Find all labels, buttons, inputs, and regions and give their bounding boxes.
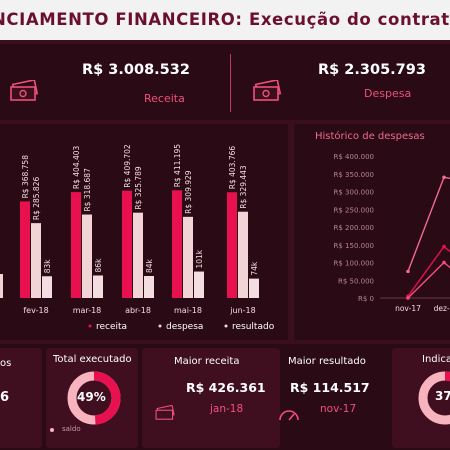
line-ytick-label: R$ 300.000 (334, 189, 375, 197)
line-ytick-label: R$ 150.000 (334, 242, 375, 250)
bar-category-label: abr-18 (125, 306, 151, 315)
line-point-0-1 (442, 175, 446, 180)
legend-marker-resultado (224, 324, 228, 328)
bar-category-label: mai-18 (174, 306, 202, 315)
indicador-donut (418, 371, 450, 425)
maior-receita-value: R$ 426.361 (186, 380, 266, 395)
kpi-despesa-value: R$ 2.305.793 (318, 62, 426, 78)
card-total-executado: Total executado 49% saldo (46, 348, 138, 448)
total-executado-donut (67, 371, 121, 425)
bar-receita-5 (227, 192, 237, 298)
card-maior-resultado: Maior resultado R$ 114.517 nov-17 (274, 348, 384, 448)
page-title: NCIAMENTO FINANCEIRO: Execução do contra… (0, 10, 450, 29)
legend-label-receita: receita (96, 322, 127, 332)
kpi-despesa-label: Despesa (364, 87, 412, 100)
money-icon (155, 405, 175, 420)
bar-label-despesa-3: R$ 325.789 (134, 166, 143, 210)
bar-label-resultado-1: 83k (43, 259, 52, 274)
indicador-title: Indica (422, 354, 450, 365)
line-ytick-label: R$ 250.000 (334, 206, 375, 214)
bar-label-despesa-4: R$ 309.929 (184, 170, 193, 214)
line-point-1-1 (442, 244, 446, 249)
money-icon (10, 80, 39, 101)
legend-label-resultado: resultado (232, 322, 275, 332)
card-indicador: Indica 37 (392, 348, 450, 448)
bar-resultado-3 (144, 276, 154, 298)
gauge-icon (279, 410, 299, 421)
bar-receita-2 (71, 192, 81, 298)
bar-label-resultado-3: 84k (145, 258, 154, 273)
header-banner: NCIAMENTO FINANCEIRO: Execução do contra… (0, 0, 450, 40)
bar-despesa-1 (31, 223, 41, 298)
bar-label-receita-5: R$ 403.766 (228, 146, 237, 190)
maior-resultado-month: nov-17 (320, 403, 357, 415)
bar-label-receita-4: R$ 411.195 (173, 144, 182, 188)
line-ytick-label: R$ 0 (358, 295, 374, 303)
bar-label-receita-3: R$ 409.702 (123, 144, 132, 188)
line-ytick-label: R$ 50.000 (338, 277, 374, 285)
legend-marker-receita (88, 324, 92, 328)
kpi-receita-label: Receita (144, 92, 185, 105)
card-partial-left-value: 6 (0, 390, 10, 405)
bar-despesa-0 (0, 274, 3, 298)
legend-dot (50, 428, 54, 432)
line-chart: R$ 0 R$ 50.000 R$ 100.000 R$ 150.000 R$ 200.… (334, 153, 450, 313)
kpi-divider (230, 54, 231, 112)
line-point-2-0 (406, 296, 410, 300)
bar-label-receita-1: R$ 368.758 (21, 155, 30, 199)
bar-chart: R$ 368.758 R$ 404.403 R$ 409.702 R$ 411.195… (0, 144, 275, 332)
bar-label-despesa-2: R$ 318.687 (83, 168, 92, 212)
bar-label-despesa-5: R$ 329.443 (239, 165, 248, 209)
card-maior-receita: Maior receita R$ 426.361 jan-18 (142, 348, 280, 448)
maior-resultado-title: Maior resultado (288, 356, 366, 367)
line-x-label: nov-17 (395, 304, 421, 313)
legend-marker-despesa (158, 324, 162, 328)
bar-label-resultado-5: 74k (250, 261, 259, 276)
maior-resultado-value: R$ 114.517 (290, 380, 370, 395)
bar-despesa-4 (183, 216, 193, 298)
bar-label-resultado-4: 101k (195, 249, 204, 268)
bar-receita-1 (20, 201, 30, 298)
line-ytick-label: R$ 100.000 (334, 260, 375, 268)
bar-label-resultado-2: 86k (94, 258, 103, 273)
card-partial-left-title: os (0, 358, 12, 369)
total-executado-title: Total executado (53, 354, 132, 365)
line-chart-title: Histórico de despesas (315, 131, 425, 142)
bar-category-label: mar-18 (73, 306, 102, 315)
card-partial-left: os 6 (0, 348, 42, 448)
line-x-label: dez-1 (434, 304, 450, 313)
bar-receita-3 (122, 190, 132, 298)
total-executado-percent: 49% (77, 390, 106, 404)
maior-receita-title: Maior receita (174, 356, 240, 367)
bar-label-receita-2: R$ 404.403 (72, 145, 81, 189)
bar-despesa-3 (133, 212, 143, 298)
bar-resultado-4 (194, 271, 204, 298)
kpi-panel (0, 44, 450, 120)
bar-receita-4 (172, 190, 182, 298)
line-ytick-label: R$ 400.000 (334, 153, 375, 161)
bar-resultado-2 (93, 275, 103, 298)
line-ytick-label: R$ 200.000 (334, 224, 375, 232)
kpi-receita-value: R$ 3.008.532 (82, 62, 190, 78)
line-point-2-1 (442, 260, 446, 265)
bar-category-label: fev-18 (23, 306, 48, 315)
line-chart-panel (294, 124, 450, 340)
line-point-0-0 (406, 269, 410, 274)
bar-despesa-2 (82, 214, 92, 298)
indicador-value: 37 (435, 389, 450, 403)
line-ytick-label: R$ 350.000 (334, 171, 375, 179)
money-icon (253, 80, 282, 101)
line-series-0 (407, 176, 450, 272)
bar-despesa-5 (238, 211, 248, 298)
bar-label-despesa-1: R$ 285.826 (32, 177, 41, 221)
legend-label-despesa: despesa (166, 322, 203, 332)
total-executado-legend: saldo (62, 425, 81, 433)
bar-resultado-1 (42, 276, 52, 298)
bar-category-label: jun-18 (229, 306, 255, 315)
maior-receita-month: jan-18 (210, 403, 244, 415)
bar-resultado-5 (249, 278, 259, 298)
